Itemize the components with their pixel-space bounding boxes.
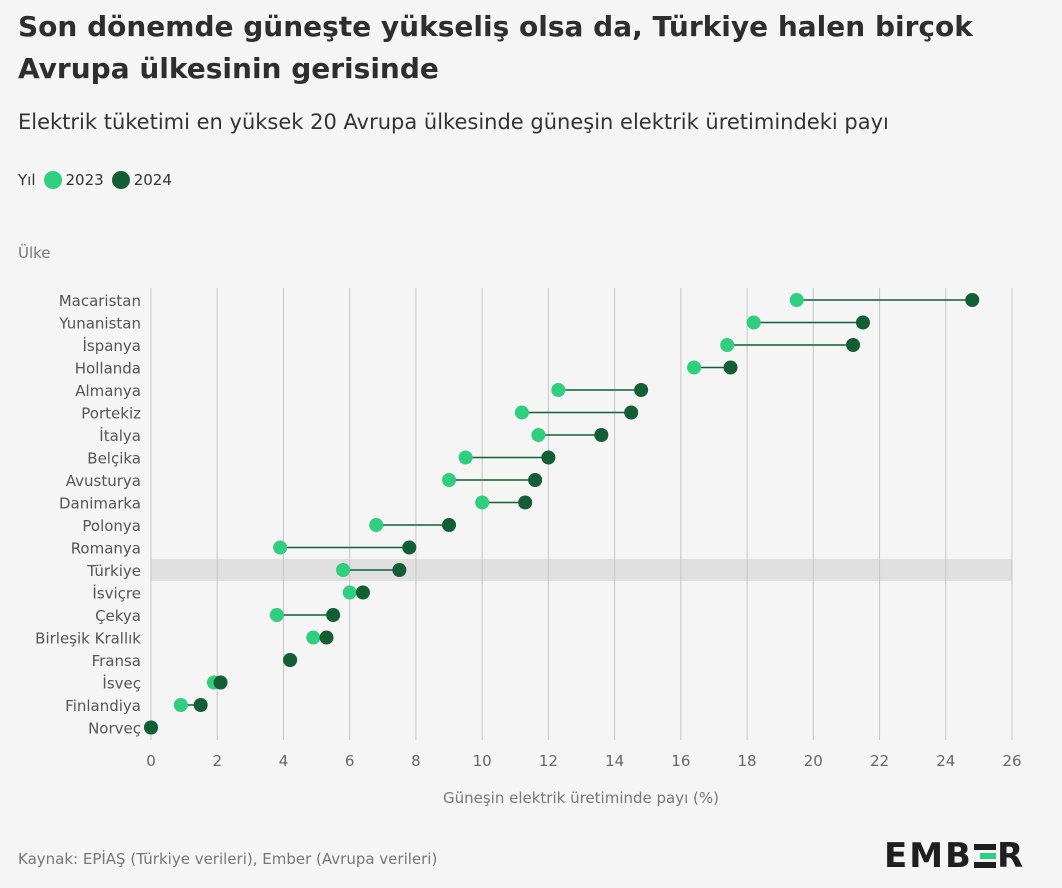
dot-2023-romanya: [273, 540, 288, 555]
x-tick-label-12: 12: [539, 752, 558, 770]
legend: Yıl 2023 2024: [18, 168, 172, 192]
x-tick-label-6: 6: [345, 752, 355, 770]
country-label-finlandiya: Finlandiya: [65, 697, 141, 715]
dot-2024-i̇spanya: [846, 338, 861, 352]
y-axis-title: Ülke: [18, 244, 51, 262]
dot-2023-i̇sviçre: [342, 585, 357, 600]
dot-2024-birleşik-krallık: [319, 630, 334, 645]
country-label-i̇sviçre: İsviçre: [92, 584, 141, 603]
chart-subtitle: Elektrik tüketimi en yüksek 20 Avrupa ül…: [18, 110, 889, 134]
country-label-avusturya: Avusturya: [66, 472, 141, 490]
dot-2024-norveç: [144, 720, 158, 735]
country-label-danimarka: Danimarka: [59, 495, 141, 513]
dot-2024-finlandiya: [193, 698, 208, 712]
dot-2024-i̇sveç: [213, 675, 228, 690]
source-note: Kaynak: EPİAŞ (Türkiye verileri), Ember …: [18, 850, 438, 868]
dot-2023-türkiye: [336, 563, 351, 577]
dot-2024-i̇sviçre: [355, 585, 370, 600]
dot-2024-danimarka: [518, 495, 533, 510]
x-tick-label-14: 14: [605, 752, 624, 770]
country-label-i̇sveç: İsveç: [102, 674, 141, 693]
dot-2023-çekya: [269, 608, 284, 622]
x-tick-label-20: 20: [804, 752, 823, 770]
legend-label-2023: 2023: [65, 171, 104, 189]
country-label-hollanda: Hollanda: [75, 360, 141, 378]
logo-e-bars: [973, 843, 996, 869]
legend-title: Yıl: [18, 171, 36, 189]
country-label-çekya: Çekya: [95, 607, 141, 625]
dot-2023-belçika: [458, 450, 473, 465]
country-label-belçika: Belçika: [87, 450, 141, 468]
dot-2024-polonya: [442, 518, 457, 532]
highlight-band-turkiye: [151, 559, 1012, 581]
x-tick-label-22: 22: [870, 752, 889, 770]
dot-2024-türkiye: [392, 563, 407, 577]
dot-2024-fransa: [283, 653, 298, 667]
dot-2024-avusturya: [528, 473, 543, 487]
dot-2023-almanya: [551, 383, 566, 397]
dot-2023-hollanda: [687, 360, 702, 375]
dot-2024-almanya: [634, 383, 649, 397]
country-label-polonya: Polonya: [82, 517, 141, 535]
country-label-romanya: Romanya: [71, 540, 141, 558]
country-label-portekiz: Portekiz: [81, 405, 141, 423]
dot-2023-avusturya: [442, 473, 457, 487]
dot-2023-portekiz: [514, 405, 529, 420]
country-label-i̇talya: İtalya: [99, 426, 141, 445]
dot-2023-finlandiya: [173, 698, 188, 712]
x-tick-label-8: 8: [411, 752, 421, 770]
dot-2024-macaristan: [965, 293, 980, 307]
country-label-türkiye: Türkiye: [86, 562, 141, 580]
dot-2024-romanya: [402, 540, 417, 555]
dot-2024-i̇talya: [594, 428, 609, 442]
chart-title: Son dönemde güneşte yükseliş olsa da, Tü…: [18, 10, 973, 85]
dot-2023-birleşik-krallık: [306, 630, 321, 645]
x-tick-label-2: 2: [212, 752, 222, 770]
legend-swatch-2024: [111, 171, 130, 189]
x-tick-label-4: 4: [279, 752, 289, 770]
dot-2024-çekya: [326, 608, 341, 622]
dot-2023-i̇spanya: [720, 338, 735, 352]
country-label-almanya: Almanya: [75, 382, 141, 400]
x-tick-label-16: 16: [671, 752, 690, 770]
dot-2023-yunanistan: [746, 315, 761, 330]
country-label-birleşik-krallık: Birleşik Krallık: [35, 630, 141, 648]
country-label-fransa: Fransa: [92, 652, 141, 670]
dot-2024-portekiz: [624, 405, 639, 420]
x-tick-label-18: 18: [738, 752, 757, 770]
dot-2024-hollanda: [723, 360, 738, 375]
x-tick-label-0: 0: [146, 752, 156, 770]
x-axis-title: Güneşin elektrik üretiminde payı (%): [443, 789, 719, 807]
x-tick-label-24: 24: [936, 752, 955, 770]
ember-logo: EMB R: [884, 836, 1026, 876]
legend-swatch-2023: [43, 171, 62, 189]
dot-2024-yunanistan: [855, 315, 870, 330]
dot-2023-macaristan: [789, 293, 804, 307]
legend-label-2024: 2024: [133, 171, 172, 189]
country-label-yunanistan: Yunanistan: [58, 315, 141, 333]
dot-2023-i̇talya: [531, 428, 546, 442]
country-label-norveç: Norveç: [88, 720, 141, 738]
dot-2024-belçika: [541, 450, 556, 465]
dot-2023-danimarka: [475, 495, 490, 510]
country-label-i̇spanya: İspanya: [82, 336, 141, 355]
x-tick-label-26: 26: [1002, 752, 1021, 770]
dot-2023-polonya: [369, 518, 384, 532]
x-tick-label-10: 10: [473, 752, 492, 770]
country-label-macaristan: Macaristan: [59, 292, 141, 310]
